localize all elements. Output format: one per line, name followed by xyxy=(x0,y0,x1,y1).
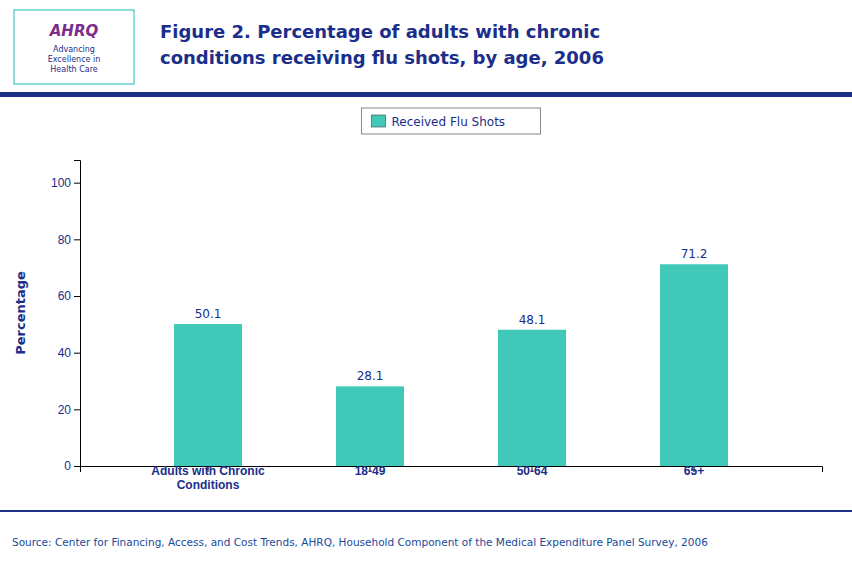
y-tick: 20 xyxy=(58,403,80,417)
title: Figure 2. Percentage of adults with chro… xyxy=(160,21,604,68)
y-tick: 80 xyxy=(58,233,80,247)
data-label: 48.1 xyxy=(519,313,546,327)
bar xyxy=(336,386,404,466)
source: Source: Center for Financing, Access, an… xyxy=(12,536,708,548)
tick-mark xyxy=(74,466,80,467)
text-line: 18-49 xyxy=(355,464,386,478)
text-line: Advancing xyxy=(53,45,95,54)
axis-line xyxy=(74,161,81,467)
tick-mark xyxy=(74,296,80,297)
data-label: 71.2 xyxy=(681,247,708,261)
tick-mark xyxy=(74,183,80,184)
text-line: Figure 2. Percentage of adults with chro… xyxy=(160,21,600,42)
bar xyxy=(174,324,242,466)
y-axis-title: Percentage xyxy=(13,271,28,355)
tick-label: 20 xyxy=(58,403,72,417)
y-tick: 60 xyxy=(58,289,80,303)
tick-mark xyxy=(74,239,80,240)
logo-box xyxy=(14,10,134,84)
plot: 0 20 40 60 80 100 Adults with ChronicCondition… xyxy=(13,161,823,493)
tick-label: 80 xyxy=(58,233,72,247)
text-line: Conditions xyxy=(177,478,240,492)
text-line: Excellence in xyxy=(48,55,101,64)
tick-mark xyxy=(74,353,80,354)
bar xyxy=(660,264,728,466)
data-label: 28.1 xyxy=(357,369,384,383)
tick-label: 100 xyxy=(51,176,71,190)
legend-frame xyxy=(362,108,541,134)
tick-label: 18-49 xyxy=(355,464,386,478)
tick-label: 60 xyxy=(58,289,72,303)
tick-mark xyxy=(74,409,80,410)
x-axis: Adults with ChronicConditions 18-49 50-64 6… xyxy=(81,464,823,492)
annotation: AHRQ xyxy=(49,22,99,40)
y-tick: 100 xyxy=(51,176,80,190)
tick-label: 65+ xyxy=(684,464,704,478)
legend: Received Flu Shots xyxy=(362,108,541,134)
tick-label: 50-64 xyxy=(517,464,548,478)
bar xyxy=(498,330,566,466)
tick-label: Adults with ChronicConditions xyxy=(151,464,265,492)
x-tick: 65+ xyxy=(684,464,704,478)
chart: AHRQ AdvancingExcellence inHealth Care Fig… xyxy=(0,0,852,576)
legend-label: Received Flu Shots xyxy=(392,115,506,129)
bars xyxy=(174,264,728,466)
legend-swatch xyxy=(372,115,386,127)
text-line: 65+ xyxy=(684,464,704,478)
header: AHRQ AdvancingExcellence inHealth Care Fig… xyxy=(0,10,852,97)
tick-label: 40 xyxy=(58,346,72,360)
text-line: 50-64 xyxy=(517,464,548,478)
separator xyxy=(0,510,852,512)
y-tick: 40 xyxy=(58,346,80,360)
x-tick: Adults with ChronicConditions xyxy=(151,464,265,492)
data-labels: 50.1 28.1 48.1 71.2 xyxy=(195,247,708,383)
y-axis: 0 20 40 60 80 100 xyxy=(51,161,81,474)
text-line: conditions receiving flu shots, by age, … xyxy=(160,47,604,68)
y-tick: 0 xyxy=(64,459,80,473)
x-tick: 18-49 xyxy=(355,464,386,478)
tick-label: 0 xyxy=(64,459,71,473)
data-label: 50.1 xyxy=(195,307,222,321)
text-line: Health Care xyxy=(50,65,97,74)
text-line: Adults with Chronic xyxy=(151,464,265,478)
annotation: AdvancingExcellence inHealth Care xyxy=(48,45,101,74)
x-tick: 50-64 xyxy=(517,464,548,478)
separator xyxy=(0,92,852,97)
